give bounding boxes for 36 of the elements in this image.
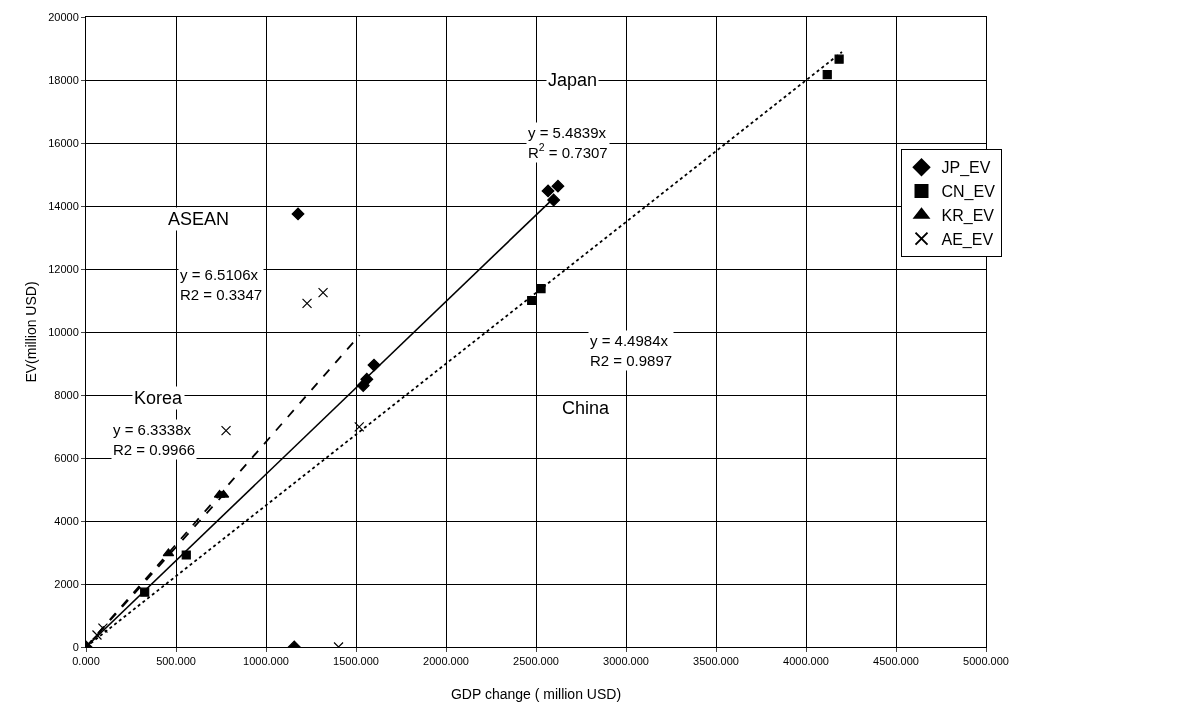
y-tick-label: 20000 [48,10,79,23]
legend-label: KR_EV [941,207,995,226]
y-tick-label: 10000 [48,325,79,338]
y-tick-label: 12000 [48,262,79,275]
y-tick-label: 8000 [54,388,79,401]
y-tick-label: 16000 [48,136,79,149]
x-tick-label: 3000.000 [603,655,649,668]
x-tick-label: 500.000 [156,655,196,668]
y-tick-label: 14000 [48,199,79,212]
x-tick-label: 1000.000 [243,655,289,668]
annotation: y = 6.5106x R2 = 0.3347 [180,266,263,303]
y-tick-label: 18000 [48,73,79,86]
annotation: y = 6.3338x R2 = 0.9966 [113,421,196,458]
annotation: y = 5.4839x R$^{2}$ = 0.7307 [528,124,608,161]
legend-label: AE_EV [941,230,994,249]
x-tick-label: 2500.000 [513,655,559,668]
annotation: Korea [134,388,184,408]
x-tick-label: 2000.000 [423,655,469,668]
y-tick-label: 6000 [54,451,79,464]
x-tick-label: 0.000 [72,655,100,668]
legend-label: CN_EV [941,183,996,202]
x-tick-label: 3500.000 [693,655,739,668]
x-tick-label: 4500.000 [873,655,919,668]
y-tick-label: 2000 [54,577,79,590]
x-tick-label: 1500.000 [333,655,379,668]
annotation: y = 4.4984x R2 = 0.9897 [590,332,673,369]
y-tick-label: 4000 [54,514,79,527]
annotation: Japan [548,70,598,90]
x-tick-label: 4000.000 [783,655,829,668]
y-tick-label: 0 [72,640,79,653]
y-axis-title: EV(million USD) [22,281,39,383]
x-axis-title: GDP change ( million USD) [450,685,622,702]
x-tick-label: 5000.000 [963,655,1009,668]
annotation: China [562,398,611,418]
annotation: ASEAN [168,209,230,229]
legend-label: JP_EV [941,159,991,178]
